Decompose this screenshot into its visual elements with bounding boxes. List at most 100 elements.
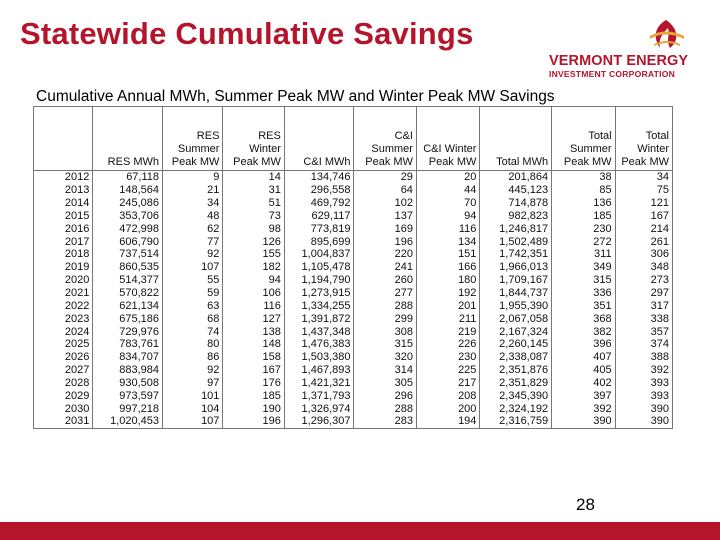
- vermont-energy-logo: VERMONT ENERGY INVESTMENT CORPORATION: [546, 18, 696, 80]
- value-cell: 2,324,192: [479, 402, 553, 416]
- value-cell: 167: [222, 363, 285, 377]
- column-header: Total MWh: [479, 106, 553, 171]
- year-cell: 2029: [32, 389, 94, 403]
- value-cell: 176: [222, 376, 285, 390]
- value-cell: 77: [162, 235, 224, 249]
- value-cell: 729,976: [92, 325, 164, 338]
- value-cell: 180: [415, 273, 481, 287]
- table-row: 2023 675,186 68 127 1,391,872 299 211 2,067,058…: [32, 312, 674, 326]
- value-cell: 396: [551, 337, 616, 351]
- value-cell: 320: [353, 350, 417, 364]
- year-cell: 2014: [32, 196, 94, 210]
- table-row: 2031 1,020,453 107 196 1,296,307 283 194 2,316,…: [32, 415, 674, 429]
- value-cell: 393: [614, 376, 674, 390]
- value-cell: 675,186: [92, 312, 164, 326]
- value-cell: 201: [415, 299, 481, 313]
- value-cell: 402: [551, 376, 616, 390]
- value-cell: 883,984: [92, 363, 164, 377]
- value-cell: 97: [162, 376, 224, 390]
- table-row: 2019 860,535 107 182 1,105,478 241 166 1,966,01…: [32, 260, 674, 274]
- column-header: C&I MWh: [283, 106, 355, 171]
- value-cell: 158: [222, 350, 285, 364]
- table-header-row: RES MWh RES Summer Peak MW RES Winter Peak MW C…: [32, 106, 674, 171]
- value-cell: 34: [614, 170, 674, 184]
- savings-table: RES MWh RES Summer Peak MW RES Winter Peak MW C…: [32, 106, 674, 429]
- value-cell: 338: [614, 312, 674, 326]
- value-cell: 390: [614, 402, 674, 416]
- year-cell: 2025: [32, 337, 94, 351]
- slide-title: Statewide Cumulative Savings: [20, 16, 474, 51]
- value-cell: 296,558: [283, 183, 355, 197]
- value-cell: 136: [551, 196, 616, 210]
- value-cell: 273: [614, 273, 674, 287]
- value-cell: 973,597: [92, 389, 164, 403]
- value-cell: 85: [551, 183, 616, 197]
- value-cell: 101: [162, 389, 224, 403]
- value-cell: 1,502,489: [479, 235, 553, 249]
- value-cell: 1,437,348: [283, 325, 355, 338]
- value-cell: 1,503,380: [283, 350, 355, 364]
- value-cell: 1,476,383: [283, 337, 355, 351]
- value-cell: 1,844,737: [479, 286, 553, 300]
- value-cell: 390: [551, 415, 616, 429]
- value-cell: 107: [162, 260, 224, 274]
- value-cell: 1,246,817: [479, 222, 553, 236]
- value-cell: 44: [415, 183, 481, 197]
- value-cell: 308: [353, 325, 417, 338]
- value-cell: 106: [222, 286, 285, 300]
- value-cell: 261: [614, 235, 674, 249]
- value-cell: 192: [415, 286, 481, 300]
- value-cell: 194: [415, 415, 481, 429]
- value-cell: 297: [614, 286, 674, 300]
- value-cell: 1,334,255: [283, 299, 355, 313]
- value-cell: 107: [162, 415, 224, 429]
- value-cell: 167: [614, 209, 674, 223]
- value-cell: 773,819: [283, 222, 355, 236]
- value-cell: 63: [162, 299, 224, 313]
- value-cell: 1,467,893: [283, 363, 355, 377]
- value-cell: 445,123: [479, 183, 553, 197]
- value-cell: 38: [551, 170, 616, 184]
- value-cell: 1,709,167: [479, 273, 553, 287]
- year-cell: 2021: [32, 286, 94, 300]
- value-cell: 336: [551, 286, 616, 300]
- value-cell: 348: [614, 260, 674, 274]
- value-cell: 1,742,351: [479, 248, 553, 261]
- value-cell: 2,260,145: [479, 337, 553, 351]
- value-cell: 783,761: [92, 337, 164, 351]
- value-cell: 260: [353, 273, 417, 287]
- value-cell: 1,421,321: [283, 376, 355, 390]
- value-cell: 151: [415, 248, 481, 261]
- year-cell: 2016: [32, 222, 94, 236]
- table-title: Cumulative Annual MWh, Summer Peak MW an…: [36, 88, 555, 105]
- value-cell: 397: [551, 389, 616, 403]
- value-cell: 67,118: [92, 170, 164, 184]
- value-cell: 305: [353, 376, 417, 390]
- value-cell: 314: [353, 363, 417, 377]
- value-cell: 1,194,790: [283, 273, 355, 287]
- value-cell: 190: [222, 402, 285, 416]
- value-cell: 930,508: [92, 376, 164, 390]
- value-cell: 126: [222, 235, 285, 249]
- value-cell: 2,338,087: [479, 350, 553, 364]
- value-cell: 357: [614, 325, 674, 338]
- value-cell: 317: [614, 299, 674, 313]
- value-cell: 1,004,837: [283, 248, 355, 261]
- value-cell: 92: [162, 363, 224, 377]
- value-cell: 306: [614, 248, 674, 261]
- value-cell: 606,790: [92, 235, 164, 249]
- column-header: Total Summer Peak MW: [551, 106, 616, 171]
- value-cell: 55: [162, 273, 224, 287]
- table-row: 2022 621,134 63 116 1,334,255 288 201 1,955,390…: [32, 299, 674, 313]
- logo-line2: INVESTMENT CORPORATION: [549, 69, 675, 79]
- table-body: 2012 67,118 9 14 134,746 29 20 201,864 38 34 2013 1…: [32, 170, 674, 429]
- value-cell: 75: [614, 183, 674, 197]
- value-cell: 155: [222, 248, 285, 261]
- table-row: 2014 245,086 34 51 469,792 102 70 714,878 136 121: [32, 196, 674, 210]
- table-row: 2027 883,984 92 167 1,467,893 314 225 2,351,876…: [32, 363, 674, 377]
- value-cell: 2,345,390: [479, 389, 553, 403]
- table-row: 2029 973,597 101 185 1,371,793 296 208 2,345,39…: [32, 389, 674, 403]
- value-cell: 393: [614, 389, 674, 403]
- value-cell: 1,371,793: [283, 389, 355, 403]
- value-cell: 2,351,829: [479, 376, 553, 390]
